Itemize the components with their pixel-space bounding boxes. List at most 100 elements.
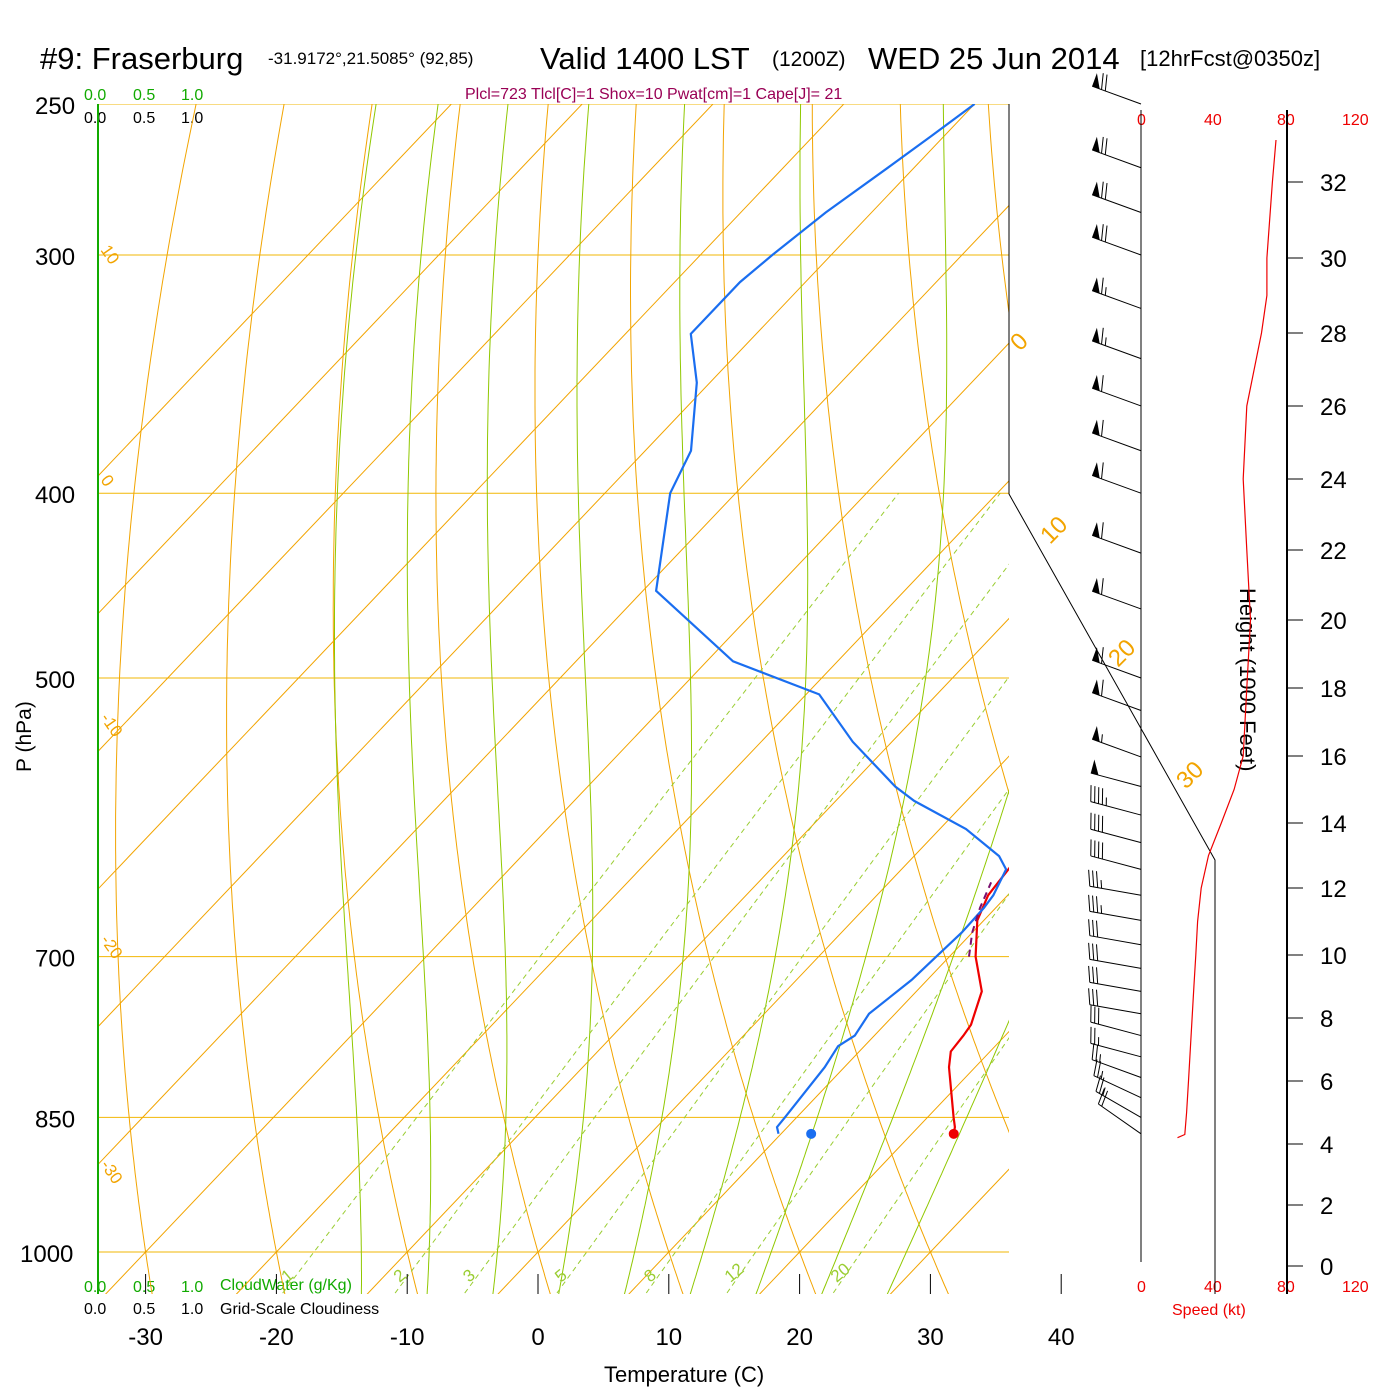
dry-adiabat-line bbox=[115, 104, 197, 1294]
height-tick-label: 28 bbox=[1320, 321, 1347, 348]
wind-barb-shaft bbox=[1091, 590, 1142, 610]
isotherm-line bbox=[98, 104, 845, 890]
moist-adiabat-line bbox=[689, 104, 809, 1294]
wind-barb-flag bbox=[1096, 967, 1099, 984]
dry-adiabat-label: -10 bbox=[97, 709, 127, 740]
speed-tick-top: 40 bbox=[1204, 112, 1222, 129]
wind-barb-half-flag bbox=[1100, 905, 1103, 914]
speed-axis-label: Speed (kt) bbox=[1172, 1302, 1246, 1319]
isotherm-line bbox=[235, 480, 1009, 1294]
height-tick-label: 26 bbox=[1320, 394, 1347, 421]
wind-barb-flag bbox=[1101, 181, 1104, 199]
moist-adiabat-line bbox=[486, 104, 509, 1294]
isotherm-line bbox=[98, 104, 453, 477]
wind-barb-pennant bbox=[1092, 327, 1100, 344]
wind-speed-profile-line bbox=[1177, 139, 1277, 1139]
temperature-tick-label: -10 bbox=[390, 1324, 425, 1351]
mixing-ratio-line bbox=[393, 492, 1001, 1294]
wind-barb-flag bbox=[1092, 870, 1095, 887]
temperature-tick-label: 20 bbox=[786, 1324, 813, 1351]
cloudwater-tick-top: 0.5 bbox=[133, 87, 155, 104]
mixing-ratio-label: 12 bbox=[721, 1259, 748, 1286]
plot-right-border bbox=[1008, 104, 1216, 1294]
wind-barb-flag bbox=[1096, 944, 1099, 961]
wind-barb-flag bbox=[1101, 1090, 1109, 1107]
valid-date: WED 25 Jun 2014 bbox=[868, 41, 1120, 76]
wind-barb-shaft bbox=[1089, 910, 1142, 921]
stability-indices: Plcl=723 Tlcl[C]=1 Shox=10 Pwat[cm]=1 Ca… bbox=[465, 86, 842, 103]
height-tick-label: 30 bbox=[1320, 246, 1347, 273]
wind-barb-flag bbox=[1101, 224, 1104, 241]
height-tick-label: 18 bbox=[1320, 676, 1347, 703]
wind-barb-shaft bbox=[1091, 290, 1142, 309]
height-tick-label: 32 bbox=[1320, 170, 1347, 197]
wind-barb-flag bbox=[1093, 1059, 1098, 1076]
wind-barb-pennant bbox=[1092, 73, 1100, 89]
dry-adiabat-line bbox=[435, 104, 551, 1294]
wind-barb-half-flag bbox=[1100, 1070, 1104, 1080]
x-axis-title: Temperature (C) bbox=[604, 1362, 764, 1387]
wind-barb-shaft bbox=[1089, 935, 1142, 946]
wind-barb-flag bbox=[1098, 1077, 1105, 1094]
wind-barb-shaft bbox=[1091, 474, 1142, 494]
wind-barb-flag bbox=[1101, 277, 1104, 295]
wind-barb-flag bbox=[1101, 647, 1104, 664]
wind-barb-flag bbox=[1092, 943, 1095, 961]
pressure-tick-label: 500 bbox=[35, 667, 75, 694]
wind-barb-shaft bbox=[1091, 432, 1142, 452]
cloudiness-tick-top: 1.0 bbox=[181, 110, 203, 127]
height-tick-label: 24 bbox=[1320, 467, 1347, 494]
wind-barb-pennant bbox=[1092, 578, 1100, 594]
moist-adiabat-line bbox=[755, 104, 948, 1294]
wind-barb-flag bbox=[1088, 942, 1091, 960]
cloudwater-tick-bottom: 0.0 bbox=[84, 1279, 106, 1296]
moist-adiabat-line bbox=[886, 1019, 1009, 1294]
height-tick-label: 4 bbox=[1320, 1132, 1333, 1159]
height-tick-label: 22 bbox=[1320, 538, 1347, 565]
isotherm-line bbox=[497, 755, 1009, 1294]
wind-barb-pennant bbox=[1092, 726, 1100, 742]
wind-barb-flag bbox=[1101, 419, 1104, 437]
wind-barb-shaft bbox=[1098, 1103, 1142, 1135]
cloudiness-tick-bottom: 0.0 bbox=[84, 1301, 106, 1318]
surface-dewpoint-point bbox=[806, 1128, 817, 1139]
wind-barb-flag bbox=[1101, 679, 1104, 697]
dewpoint-profile-line bbox=[654, 104, 1008, 1135]
mixing-ratio-label: 3 bbox=[459, 1265, 478, 1286]
isotherm-line bbox=[98, 104, 714, 753]
pressure-tick-label: 1000 bbox=[20, 1241, 73, 1268]
cloudiness-tick-bottom: 1.0 bbox=[181, 1301, 203, 1318]
dry-adiabat-line bbox=[987, 104, 1009, 317]
wind-barb-pennant bbox=[1092, 419, 1100, 436]
moist-adiabat-line bbox=[558, 104, 594, 1294]
mixing-ratio-line bbox=[832, 1037, 1009, 1294]
mixing-ratio-label: 20 bbox=[827, 1259, 854, 1286]
wind-barb-flag bbox=[1104, 225, 1108, 243]
height-tick-label: 8 bbox=[1320, 1006, 1333, 1033]
temperature-tick-label: 10 bbox=[655, 1324, 682, 1351]
mixing-ratio-line bbox=[555, 675, 1009, 1294]
mixing-ratio-label: 8 bbox=[640, 1265, 659, 1286]
wind-barb-flag bbox=[1088, 869, 1091, 887]
wind-barb-flag bbox=[1088, 988, 1091, 1005]
speed-tick-bottom: 0 bbox=[1137, 1279, 1146, 1296]
wind-barb-pennant bbox=[1092, 522, 1100, 539]
isotherm-label: 30 bbox=[1171, 756, 1209, 794]
wind-barb-pennant bbox=[1092, 462, 1100, 479]
wind-barb-shaft bbox=[1090, 772, 1142, 787]
wind-barb-flag bbox=[1096, 920, 1099, 938]
temperature-tick-label: -20 bbox=[259, 1324, 294, 1351]
wind-barb-flag bbox=[1088, 965, 1091, 983]
isotherm-line bbox=[105, 342, 1009, 1294]
wind-barb-shaft bbox=[1091, 194, 1142, 213]
dry-adiabat-line bbox=[630, 104, 817, 1294]
wind-barb-flag bbox=[1095, 1044, 1099, 1062]
cloudiness-tick-top: 0.5 bbox=[133, 110, 155, 127]
y-axis-title: P (hPa) bbox=[13, 701, 36, 772]
wind-barb-shaft bbox=[1089, 981, 1142, 992]
cloudwater-tick-bottom: 1.0 bbox=[181, 1279, 203, 1296]
utc-time: (1200Z) bbox=[772, 48, 846, 71]
dry-adiabat-line bbox=[332, 104, 419, 1294]
wind-barb-pennant bbox=[1092, 679, 1100, 696]
speed-tick-bottom: 120 bbox=[1342, 1279, 1369, 1296]
